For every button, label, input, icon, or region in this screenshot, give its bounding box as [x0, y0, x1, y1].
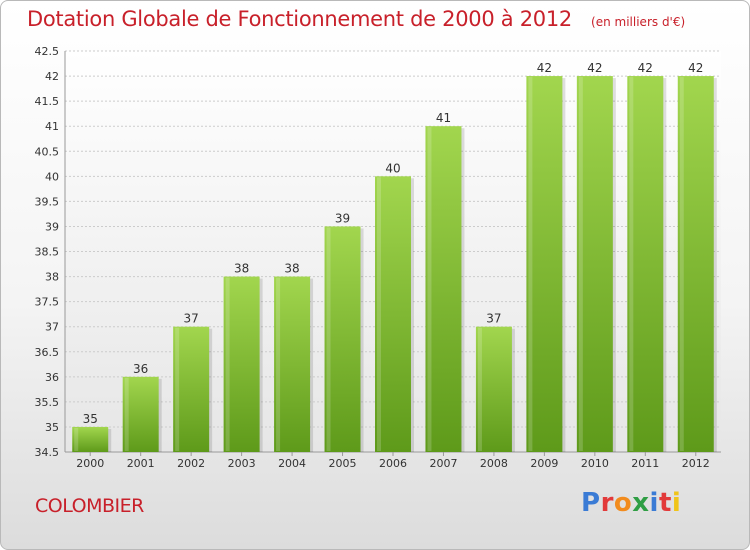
bar-highlight [276, 277, 281, 451]
x-tick-label: 2012 [682, 457, 710, 470]
y-tick-label: 38 [45, 271, 59, 284]
bar [375, 176, 411, 452]
x-tick-label: 2007 [429, 457, 457, 470]
y-tick-label: 41.5 [35, 95, 60, 108]
bar [627, 76, 664, 452]
x-tick-label: 2004 [278, 457, 306, 470]
bar-highlight [326, 227, 331, 451]
bar [425, 126, 462, 452]
y-tick-label: 39.5 [35, 195, 60, 208]
chart-subtitle: (en milliers d'€) [591, 15, 686, 29]
bar-highlight [477, 327, 482, 451]
bar [475, 326, 512, 452]
y-tick-label: 41 [45, 120, 59, 133]
bar-highlight [377, 177, 381, 451]
y-tick-label: 37 [45, 321, 59, 334]
bar-highlight [629, 77, 634, 451]
title-row: Dotation Globale de Fonctionnement de 20… [27, 7, 685, 31]
y-tick-label: 42.5 [35, 45, 60, 58]
x-tick-label: 2002 [177, 457, 205, 470]
proxiti-logo: Proxiti [581, 488, 681, 518]
x-tick-label: 2010 [581, 457, 609, 470]
data-label: 42 [688, 61, 703, 75]
bar [274, 276, 311, 452]
bar [72, 426, 109, 452]
logo-letter: i [649, 488, 659, 518]
data-label: 42 [638, 61, 653, 75]
y-tick-label: 36 [45, 371, 59, 384]
data-label: 42 [537, 61, 552, 75]
logo-letter: r [600, 488, 614, 518]
data-label: 38 [234, 262, 249, 276]
logo-letter: t [658, 488, 672, 518]
y-tick-label: 37.5 [35, 296, 60, 309]
chart-title: Dotation Globale de Fonctionnement de 20… [27, 7, 572, 31]
y-tick-label: 39 [45, 220, 59, 233]
y-tick-label: 40 [45, 170, 59, 183]
bar-highlight [679, 77, 684, 451]
x-tick-label: 2011 [631, 457, 659, 470]
y-tick-label: 40.5 [35, 145, 60, 158]
y-tick-label: 36.5 [35, 346, 60, 359]
bar-highlight [124, 377, 129, 451]
data-label: 37 [486, 312, 501, 326]
data-label: 42 [587, 61, 602, 75]
data-label: 37 [184, 312, 199, 326]
x-tick-label: 2006 [379, 457, 407, 470]
data-label: 39 [335, 211, 350, 225]
bar [526, 76, 563, 452]
data-label: 40 [385, 161, 400, 175]
data-label: 36 [133, 362, 148, 376]
y-tick-label: 38.5 [35, 246, 60, 259]
bar [324, 226, 361, 452]
x-tick-label: 2009 [530, 457, 558, 470]
bar-highlight [427, 127, 432, 451]
y-tick-label: 42 [45, 70, 59, 83]
x-tick-label: 2008 [480, 457, 508, 470]
bar [173, 326, 210, 452]
y-tick-label: 34.5 [35, 446, 60, 459]
logo-letter: P [581, 488, 601, 518]
bar-highlight [528, 77, 533, 451]
x-tick-label: 2005 [329, 457, 357, 470]
bar-highlight [74, 427, 79, 451]
logo-letter: i [671, 488, 682, 518]
x-tick-label: 2000 [76, 457, 104, 470]
x-tick-label: 2001 [127, 457, 155, 470]
logo-letter: x [632, 488, 650, 518]
bar [576, 76, 613, 452]
bar-highlight [175, 327, 180, 451]
commune-name: COLOMBIER [35, 495, 144, 517]
data-label: 41 [436, 111, 451, 125]
bar-highlight [225, 277, 230, 451]
bar [677, 76, 714, 452]
logo-letter: o [613, 488, 633, 518]
y-tick-label: 35 [45, 421, 59, 434]
bar [223, 276, 260, 452]
bar-highlight [578, 77, 583, 451]
x-tick-label: 2003 [228, 457, 256, 470]
data-label: 35 [83, 412, 98, 426]
data-label: 38 [284, 262, 299, 276]
y-tick-label: 35.5 [35, 396, 60, 409]
bar [122, 376, 159, 452]
